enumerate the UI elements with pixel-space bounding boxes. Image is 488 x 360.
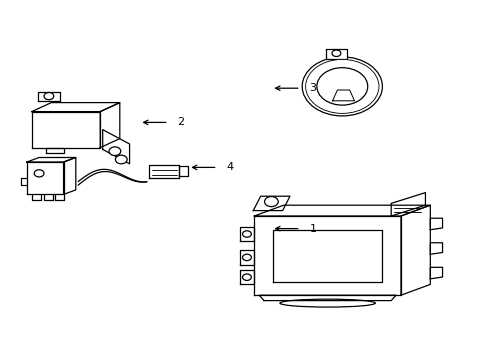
Circle shape <box>44 93 54 100</box>
Polygon shape <box>253 196 289 211</box>
Circle shape <box>302 57 382 116</box>
Text: 2: 2 <box>177 117 184 127</box>
Circle shape <box>316 68 367 105</box>
Circle shape <box>242 231 251 237</box>
Polygon shape <box>272 230 382 282</box>
Polygon shape <box>32 103 120 112</box>
Polygon shape <box>239 227 254 241</box>
Polygon shape <box>239 250 254 265</box>
Polygon shape <box>63 158 76 194</box>
Circle shape <box>305 59 378 113</box>
Polygon shape <box>429 267 442 279</box>
Ellipse shape <box>34 170 44 177</box>
Polygon shape <box>239 270 254 284</box>
Polygon shape <box>38 92 60 101</box>
Circle shape <box>264 197 278 207</box>
Polygon shape <box>400 205 429 295</box>
Polygon shape <box>102 130 129 164</box>
Polygon shape <box>179 166 188 176</box>
Polygon shape <box>259 295 395 301</box>
Text: 4: 4 <box>226 162 233 172</box>
Circle shape <box>115 155 127 164</box>
Circle shape <box>242 274 251 280</box>
Polygon shape <box>149 165 179 178</box>
Polygon shape <box>27 158 76 162</box>
Polygon shape <box>254 205 429 216</box>
Polygon shape <box>325 49 346 59</box>
Polygon shape <box>429 218 442 230</box>
Circle shape <box>331 50 340 57</box>
Polygon shape <box>254 216 400 295</box>
Circle shape <box>242 254 251 261</box>
Text: 1: 1 <box>309 224 316 234</box>
Ellipse shape <box>279 299 375 307</box>
Polygon shape <box>46 148 63 153</box>
Circle shape <box>109 147 121 156</box>
Text: 3: 3 <box>309 83 316 93</box>
Polygon shape <box>332 90 354 101</box>
Polygon shape <box>100 103 120 148</box>
Polygon shape <box>32 112 100 148</box>
Polygon shape <box>390 193 425 216</box>
Polygon shape <box>27 162 63 194</box>
Polygon shape <box>429 243 442 254</box>
